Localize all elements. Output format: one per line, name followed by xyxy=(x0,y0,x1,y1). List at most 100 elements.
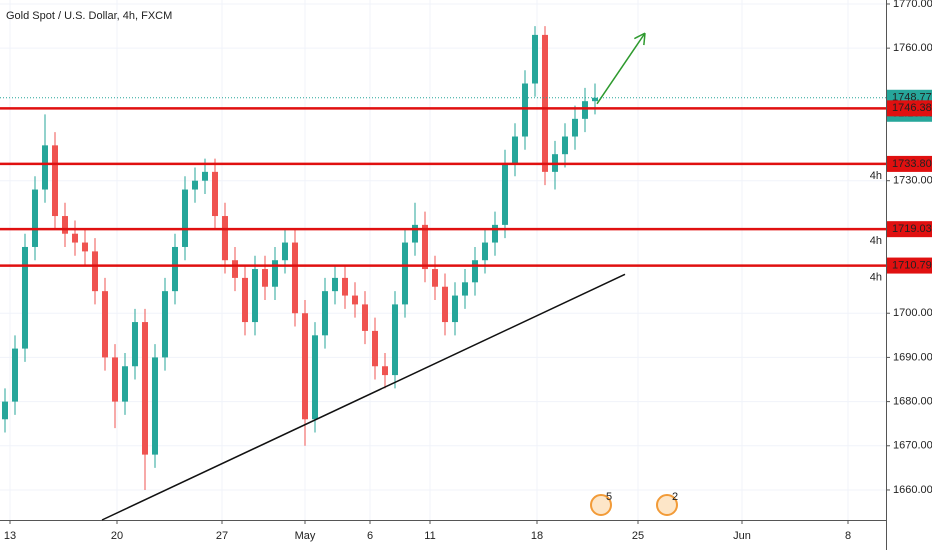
candle-body xyxy=(592,97,598,102)
candle-body xyxy=(522,83,528,137)
candle-body xyxy=(122,366,128,402)
candle-body xyxy=(22,246,28,349)
y-tick-label: 1700.00 xyxy=(893,307,932,319)
candle-body xyxy=(42,145,48,190)
candle-body xyxy=(192,180,198,190)
candle-body xyxy=(332,277,338,292)
arrow-line xyxy=(596,32,646,105)
candle-body xyxy=(32,189,38,247)
level-label: 1733.80 xyxy=(892,158,932,170)
candle-body xyxy=(492,224,498,243)
x-tick-label: 18 xyxy=(531,530,543,542)
x-tick-label: 20 xyxy=(111,530,123,542)
candle-body xyxy=(292,242,298,314)
candle-body xyxy=(72,233,78,243)
candle-body xyxy=(422,224,428,270)
candle-body xyxy=(182,189,188,247)
candle-body xyxy=(132,322,138,367)
event-count: 5 xyxy=(606,491,612,503)
candle-body xyxy=(12,348,18,402)
candle-body xyxy=(512,136,518,164)
x-tick-label: 25 xyxy=(632,530,644,542)
event-icon xyxy=(590,494,612,516)
x-tick-label: 27 xyxy=(216,530,228,542)
y-tick-label: 1770.00 xyxy=(893,0,932,10)
candle-body xyxy=(212,171,218,217)
candle-body xyxy=(162,291,168,358)
candle-body xyxy=(572,118,578,137)
candle-body xyxy=(102,291,108,358)
y-tick-label: 1690.00 xyxy=(893,351,932,363)
candle-body xyxy=(392,304,398,376)
level-box xyxy=(887,221,932,238)
candle-body xyxy=(112,357,118,402)
candle-body xyxy=(442,286,448,323)
candle-body xyxy=(542,34,548,172)
level-tag: 4h xyxy=(870,271,882,283)
candle-body xyxy=(582,101,588,119)
candle-body xyxy=(482,242,488,261)
level-box xyxy=(887,100,932,117)
candle-body xyxy=(462,282,468,296)
candle-body xyxy=(472,260,478,283)
candle-body xyxy=(142,322,148,455)
level-tag: 4h xyxy=(870,170,882,182)
candle-body xyxy=(312,335,318,420)
level-label: 1719.03 xyxy=(892,223,932,235)
candle-body xyxy=(92,251,98,292)
arrow-head xyxy=(643,33,646,46)
candle-body xyxy=(502,163,508,225)
candle-body xyxy=(342,277,348,296)
candle-body xyxy=(52,145,58,217)
level-box xyxy=(887,155,932,172)
candle-body xyxy=(242,277,248,323)
candle-body xyxy=(232,260,238,278)
event-icon xyxy=(656,494,678,516)
x-tick-label: 6 xyxy=(367,530,373,542)
y-tick-label: 1730.00 xyxy=(893,175,932,187)
x-tick-label: Jun xyxy=(733,530,751,542)
candle-body xyxy=(272,260,278,287)
y-tick-label: 1670.00 xyxy=(893,440,932,452)
level-box xyxy=(887,257,932,274)
candle-body xyxy=(452,295,458,323)
candle-body xyxy=(432,269,438,287)
x-tick-label: May xyxy=(295,530,316,542)
candle-body xyxy=(252,269,258,323)
level-label: 1746.38 xyxy=(892,102,932,114)
candle-body xyxy=(382,366,388,376)
y-tick-label: 1660.00 xyxy=(893,484,932,496)
candle-body xyxy=(262,269,268,287)
candle-body xyxy=(352,295,358,305)
candle-body xyxy=(222,216,228,261)
y-tick-label: 1760.00 xyxy=(893,42,932,54)
arrow-head xyxy=(633,32,646,40)
x-tick-label: 8 xyxy=(845,530,851,542)
event-count: 2 xyxy=(672,491,678,503)
candle-body xyxy=(302,313,308,420)
x-tick-label: 11 xyxy=(424,530,435,542)
candle-body xyxy=(402,242,408,305)
candle-body xyxy=(202,171,208,181)
candle-body xyxy=(562,136,568,155)
level-tag: 4h xyxy=(870,235,882,247)
chart-title: Gold Spot / U.S. Dollar, 4h, FXCM xyxy=(6,10,172,22)
trendline xyxy=(101,273,626,521)
candle-body xyxy=(322,291,328,336)
y-tick-label: 1680.00 xyxy=(893,396,932,408)
candle-body xyxy=(412,224,418,243)
candle-body xyxy=(172,246,178,292)
candle-body xyxy=(82,242,88,252)
candle-body xyxy=(532,34,538,84)
candle-body xyxy=(62,216,68,234)
candle-body xyxy=(362,304,368,331)
candle-body xyxy=(372,330,378,367)
level-label: 1710.79 xyxy=(892,259,932,271)
candle-body xyxy=(152,357,158,455)
x-tick-label: 13 xyxy=(4,530,16,542)
candle-body xyxy=(282,242,288,261)
candle-body xyxy=(2,401,8,420)
